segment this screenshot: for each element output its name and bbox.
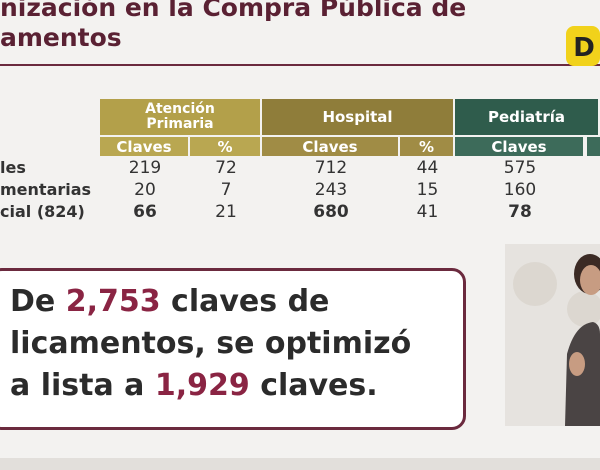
table-cell: 41 bbox=[416, 202, 439, 222]
callout-text: licamentos, se optimizó bbox=[10, 326, 412, 361]
table-cell: 20 bbox=[134, 180, 156, 200]
row-label: les bbox=[0, 158, 26, 177]
table: Atención Primaria Hospital Pediatría Claves… bbox=[0, 0, 600, 230]
body bbox=[565, 322, 600, 426]
table-cell: 66 bbox=[133, 202, 157, 222]
callout-box bbox=[0, 268, 466, 430]
table-cell: 575 bbox=[503, 158, 537, 178]
table-cell: 78 bbox=[508, 202, 532, 222]
group-header: Pediatría bbox=[455, 99, 598, 135]
logo-text: D bbox=[573, 33, 595, 63]
group-header: Atención Primaria bbox=[100, 99, 260, 135]
table-cell: 680 bbox=[313, 202, 349, 222]
title-line: amentos bbox=[0, 23, 122, 52]
table-cell: 15 bbox=[416, 180, 439, 200]
callout-text: claves. bbox=[249, 368, 378, 403]
callout-line: licamentos, se optimizó bbox=[10, 326, 411, 362]
callout-text: a lista a bbox=[10, 368, 155, 403]
row-label: cial (824) bbox=[0, 202, 85, 221]
row-label: mentarias bbox=[0, 180, 92, 199]
callout-text: claves de bbox=[160, 284, 330, 319]
callout-text: 1,929 bbox=[154, 368, 250, 403]
table-cell: 44 bbox=[416, 158, 439, 178]
table-cell: 21 bbox=[215, 202, 237, 222]
subheader: % bbox=[190, 137, 260, 156]
interpreter-video bbox=[505, 244, 600, 426]
subheader: Claves bbox=[455, 137, 583, 156]
hand bbox=[569, 352, 585, 376]
subheader-cut bbox=[587, 137, 600, 156]
callout-line: a lista a 1,929 claves. bbox=[10, 368, 378, 404]
title-line: nización en la Compra Pública de bbox=[0, 0, 467, 22]
subheader: Claves bbox=[262, 137, 398, 156]
logo: D bbox=[566, 26, 600, 66]
table-cell: 72 bbox=[215, 158, 237, 178]
table-cell: 712 bbox=[314, 158, 348, 178]
table-cell: 7 bbox=[220, 180, 232, 200]
decor bbox=[513, 262, 557, 306]
callout: De 2,753 claves de licamentos, se optimiz… bbox=[10, 284, 460, 414]
subheader: Claves bbox=[100, 137, 188, 156]
subheader: % bbox=[400, 137, 453, 156]
title-rule bbox=[0, 64, 600, 66]
face bbox=[580, 265, 600, 295]
table-cell: 219 bbox=[128, 158, 162, 178]
table-cell: 243 bbox=[314, 180, 348, 200]
logo-shape bbox=[566, 26, 600, 66]
callout-line: De 2,753 claves de bbox=[10, 284, 329, 320]
group-header: Hospital bbox=[262, 99, 453, 135]
callout-text: 2,753 bbox=[65, 284, 161, 319]
decor bbox=[567, 291, 600, 327]
bottom-strip bbox=[0, 458, 600, 470]
table-cell: 160 bbox=[503, 180, 537, 200]
callout-text: De bbox=[10, 284, 66, 319]
